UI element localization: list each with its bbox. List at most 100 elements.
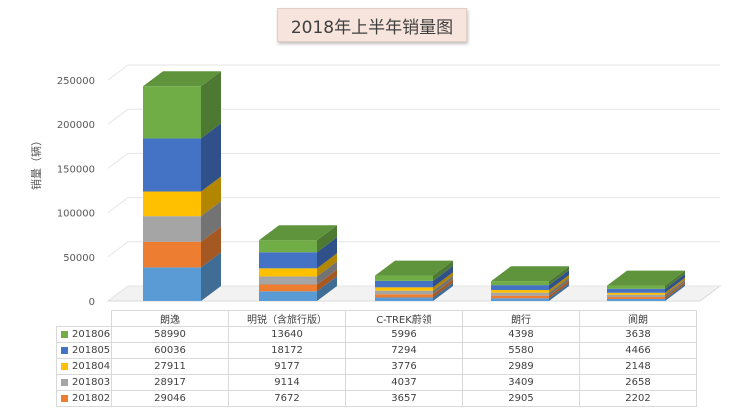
bar-segment-201804: [143, 176, 221, 217]
bar-front: [143, 138, 201, 192]
bar-side: [317, 276, 337, 301]
y-axis: 0 50000 100000 150000 200000 250000: [57, 76, 95, 308]
bar-side: [433, 272, 453, 291]
bar-side: [317, 253, 337, 277]
table-value-cell: 4466: [579, 342, 697, 359]
legend-label: 201803: [72, 377, 111, 388]
table-value-cell: 4398: [462, 326, 580, 343]
bar-front: [491, 298, 549, 301]
bar-front: [375, 275, 433, 281]
table-value-cell: 29046: [111, 390, 229, 407]
table-row: 201804 27911 9177 3776 2989 2148: [56, 358, 697, 375]
bar-side: [317, 237, 337, 269]
bar-front: [607, 297, 665, 299]
table-corner: [56, 310, 112, 327]
table-value-cell: 2905: [462, 390, 580, 407]
table-value-cell: 3657: [345, 390, 463, 407]
bar-side: [665, 277, 685, 295]
bar-front: [607, 292, 665, 295]
legend-entry: 201802: [56, 390, 112, 407]
bar-front: [491, 292, 549, 296]
gridline: [107, 241, 720, 258]
bar-segment-201801: [607, 283, 685, 301]
bar-segment-201806: [491, 266, 569, 286]
bar-side: [665, 282, 685, 299]
bar-segment-201805: [491, 270, 569, 291]
bar-side: [433, 260, 453, 281]
bar-side: [665, 279, 685, 298]
bar-side: [549, 277, 569, 296]
table-value-cell: 2148: [579, 358, 697, 375]
table-value-cell: 5580: [462, 342, 580, 359]
legend-swatch: [61, 362, 68, 370]
table-value-cell: 2202: [579, 390, 697, 407]
bar-front: [143, 216, 201, 242]
bar-stack: [143, 71, 221, 301]
bar-segment-201805: [143, 123, 221, 192]
bar-segment-201803: [259, 261, 337, 285]
bar-front: [143, 191, 201, 217]
bar-segment-201801: [375, 282, 453, 301]
table-value-cell: 18172: [228, 342, 346, 359]
bar-segment-201801: [491, 283, 569, 301]
bar-side: [433, 275, 453, 295]
bar-front: [607, 285, 665, 289]
legend-label: 201805: [72, 345, 111, 356]
bar-stack: [259, 225, 337, 301]
bar-segment-201802: [375, 279, 453, 298]
y-tick-label: 200000: [57, 120, 95, 131]
table-value-cell: 7672: [228, 390, 346, 407]
bar-side: [549, 275, 569, 293]
bar-segment-201804: [491, 275, 569, 293]
bar-segment-201804: [375, 272, 453, 291]
chart-title: 2018年上半年销量图: [277, 8, 467, 42]
bar-front: [143, 241, 201, 268]
bar-front: [259, 291, 317, 301]
y-tick-label: 0: [89, 297, 95, 308]
x-category-label: C-TREK蔚领: [345, 310, 463, 327]
y-tick-label: 250000: [57, 76, 95, 87]
table-value-cell: 9177: [228, 358, 346, 375]
bar-front: [375, 290, 433, 295]
bar-segment-201806: [375, 260, 453, 281]
bar-top: [259, 225, 337, 241]
legend-swatch: [61, 378, 68, 386]
bar-front: [607, 288, 665, 293]
bar-side: [433, 282, 453, 301]
bar-front: [143, 86, 201, 139]
bar-front: [491, 295, 549, 299]
bar-segment-201803: [607, 279, 685, 298]
table-row: 201802 29046 7672 3657 2905 2202: [56, 390, 697, 407]
table-value-cell: 58990: [111, 326, 229, 343]
table-row: 201803 28917 9114 4037 3409 2658: [56, 374, 697, 391]
y-axis-label-text: 销量（辆）: [30, 135, 43, 190]
legend-swatch: [61, 330, 68, 338]
bar-front: [375, 287, 433, 291]
legend-label: 201802: [72, 393, 111, 404]
bar-front: [375, 294, 433, 298]
table-value-cell: 7294: [345, 342, 463, 359]
legend-entry: 201804: [56, 358, 112, 375]
table-value-cell: 27911: [111, 358, 229, 375]
bar-segment-201803: [491, 277, 569, 296]
bar-segment-201805: [375, 265, 453, 288]
legend-swatch: [61, 394, 68, 402]
bar-side: [549, 266, 569, 286]
bar-side: [317, 225, 337, 253]
bar-segment-201806: [259, 225, 337, 253]
bar-side: [201, 71, 221, 139]
table-value-cell: 13640: [228, 326, 346, 343]
bar-side: [317, 261, 337, 285]
legend-label: 201804: [72, 361, 111, 372]
x-category-label: 朗逸: [111, 310, 229, 327]
bar-front: [375, 297, 433, 301]
bar-side: [665, 273, 685, 293]
table-value-cell: 2658: [579, 374, 697, 391]
bar-front: [259, 268, 317, 277]
y-tick-label: 150000: [57, 164, 95, 175]
bar-front: [491, 290, 549, 293]
bar-stack: [607, 270, 685, 301]
bar-segment-201802: [491, 280, 569, 299]
table-value-cell: 5996: [345, 326, 463, 343]
bar-front: [143, 267, 201, 301]
